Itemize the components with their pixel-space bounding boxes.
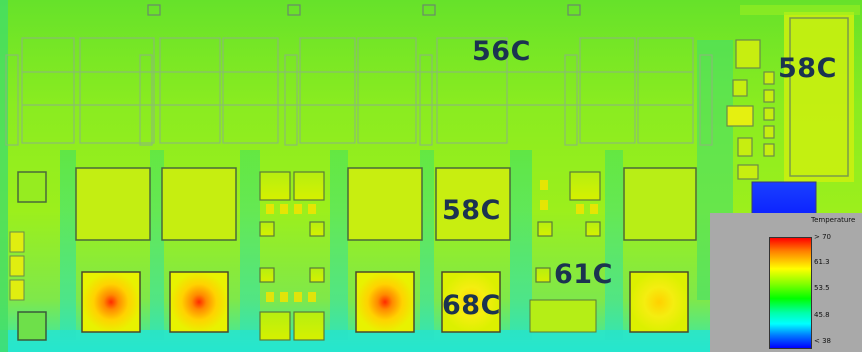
legend-tick: > 70 bbox=[814, 233, 831, 241]
temp-label-hot-main: 68C bbox=[442, 290, 501, 321]
legend-tick: < 38 bbox=[814, 337, 831, 345]
temp-label-top: 56C bbox=[472, 36, 531, 67]
temp-label-middle: 58C bbox=[442, 195, 501, 226]
legend-title: Temperature bbox=[811, 216, 856, 224]
temp-label-right: 58C bbox=[778, 53, 837, 84]
legend-tick: 45.8 bbox=[814, 311, 830, 319]
temperature-legend: Temperature > 70 61.3 53.5 45.8 < 38 bbox=[710, 213, 862, 352]
temp-label-hot-mid: 61C bbox=[554, 259, 613, 290]
legend-tick: 61.3 bbox=[814, 258, 830, 266]
legend-tick: 53.5 bbox=[814, 284, 830, 292]
legend-color-bar bbox=[769, 237, 812, 349]
